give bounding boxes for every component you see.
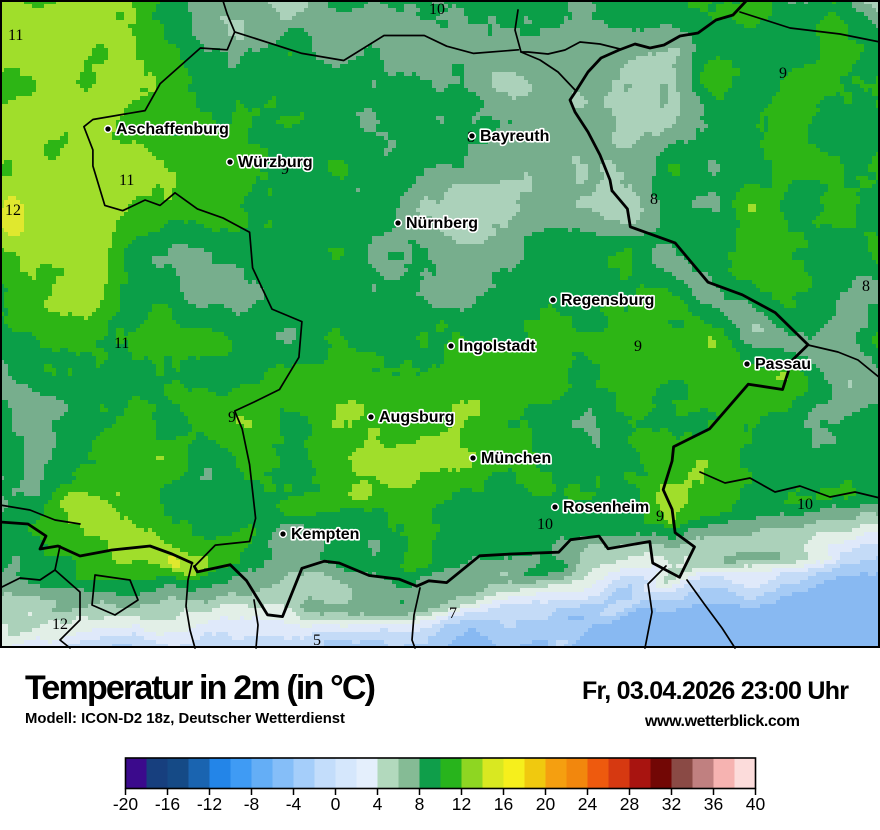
svg-text:9: 9 [779,65,787,82]
svg-text:Temperatur in 2m (in °C): Temperatur in 2m (in °C) [25,669,376,707]
svg-text:20: 20 [536,794,556,814]
svg-text:9: 9 [634,338,642,355]
svg-text:11: 11 [8,27,23,44]
svg-text:28: 28 [620,794,639,814]
svg-text:-20: -20 [113,794,139,814]
svg-text:Bayreuth: Bayreuth [480,128,549,145]
svg-text:10: 10 [537,516,553,533]
svg-text:12: 12 [52,616,68,633]
svg-text:0: 0 [331,794,341,814]
svg-text:Würzburg: Würzburg [238,154,313,171]
svg-text:-12: -12 [197,794,222,814]
svg-text:11: 11 [119,172,134,189]
svg-text:Augsburg: Augsburg [379,409,455,426]
svg-text:Ingolstadt: Ingolstadt [459,338,536,355]
svg-text:-8: -8 [244,794,260,814]
svg-text:5: 5 [313,632,321,649]
svg-text:24: 24 [578,794,598,814]
svg-text:10: 10 [429,1,445,18]
svg-text:-4: -4 [286,794,302,814]
svg-text:Regensburg: Regensburg [561,292,654,309]
svg-text:Passau: Passau [755,356,811,373]
svg-text:-16: -16 [155,794,180,814]
svg-text:36: 36 [704,794,723,814]
svg-text:8: 8 [415,794,425,814]
svg-text:12: 12 [452,794,471,814]
svg-text:Fr, 03.04.2026 23:00 Uhr: Fr, 03.04.2026 23:00 Uhr [582,677,849,705]
svg-text:4: 4 [373,794,383,814]
svg-text:32: 32 [662,794,681,814]
svg-text:Modell: ICON-D2 18z, Deutscher: Modell: ICON-D2 18z, Deutscher Wetterdie… [25,711,345,727]
svg-text:Nürnberg: Nürnberg [406,215,478,232]
svg-text:9: 9 [228,409,236,426]
svg-text:11: 11 [114,335,129,352]
svg-text:www.wetterblick.com: www.wetterblick.com [644,713,800,730]
svg-text:40: 40 [746,794,766,814]
svg-text:Rosenheim: Rosenheim [563,499,649,516]
svg-text:12: 12 [5,202,21,219]
svg-text:10: 10 [797,496,813,513]
svg-text:8: 8 [862,278,870,295]
svg-text:Kempten: Kempten [291,526,359,543]
svg-text:16: 16 [494,794,513,814]
svg-text:München: München [481,450,551,467]
svg-text:7: 7 [449,605,457,622]
svg-text:8: 8 [650,191,658,208]
svg-text:9: 9 [281,161,289,178]
svg-text:9: 9 [656,508,664,525]
svg-text:Aschaffenburg: Aschaffenburg [116,121,229,138]
